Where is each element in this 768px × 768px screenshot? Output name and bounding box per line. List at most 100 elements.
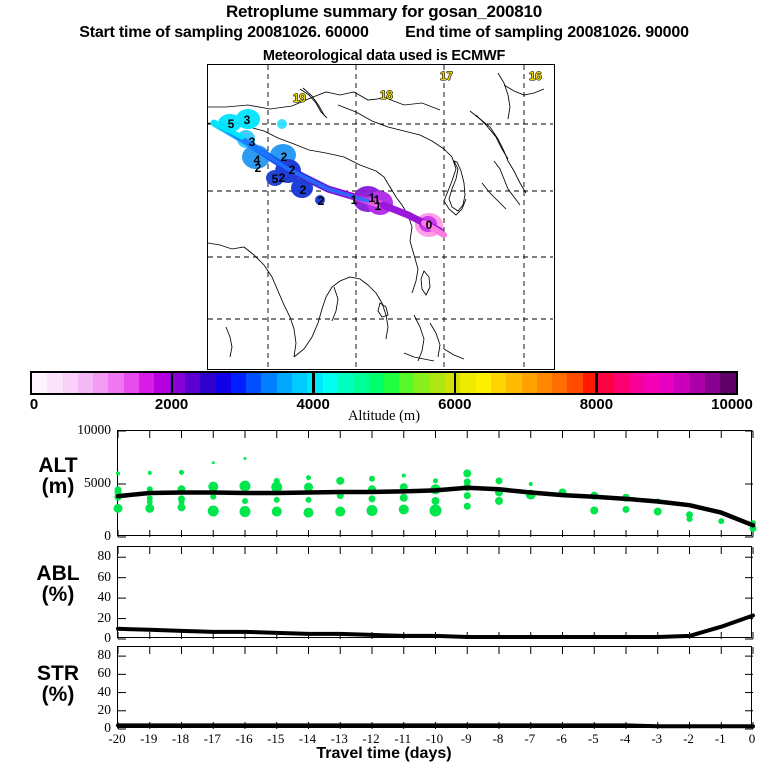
str-plot-area: [116, 647, 755, 730]
alt-chart[interactable]: [113, 430, 757, 538]
colorbar-swatch-32: [521, 373, 537, 393]
x-tick-label: -12: [362, 731, 380, 746]
colorbar-swatch-42: [674, 373, 690, 393]
colorbar-divider: [312, 371, 315, 395]
colorbar-tick-label: 8000: [579, 396, 614, 413]
meteorology-label: Meteorological data used is ECMWF: [262, 48, 506, 64]
map-cluster-label: 2: [299, 183, 307, 197]
start-time-label: Start time of sampling 20081026. 60000: [79, 24, 369, 41]
abl-y-tick-label: 40: [97, 589, 112, 605]
colorbar-swatch-34: [552, 373, 568, 393]
colorbar-swatch-15: [261, 373, 277, 393]
x-tick-label: -18: [171, 731, 190, 746]
alt-y-tick-label: 5000: [84, 475, 111, 490]
x-tick-label: -19: [140, 731, 158, 746]
colorbar-swatch-23: [383, 373, 400, 393]
abl-y-tick-label: 20: [97, 609, 112, 625]
x-tick-label: -14: [298, 731, 317, 746]
colorbar-swatch-29: [475, 373, 491, 393]
colorbar-swatch-10: [184, 373, 201, 393]
colorbar-swatch-33: [536, 373, 553, 393]
map-cluster-label: 1: [350, 193, 358, 207]
str-row-label: STR (%): [37, 662, 79, 707]
map-cluster-label: 2: [278, 171, 286, 185]
plume-track: [210, 119, 447, 238]
colorbar-tick-label: 6000: [438, 396, 472, 413]
map-cluster-label: 3: [248, 135, 256, 149]
end-time-label: End time of sampling 20081026. 90000: [405, 24, 689, 41]
abl-y-tick-label: 60: [97, 568, 112, 584]
colorbar-swatch-24: [399, 373, 415, 393]
colorbar-swatch-19: [322, 373, 338, 393]
colorbar-swatch-45: [720, 373, 736, 393]
map-day-label: 16: [529, 71, 542, 83]
colorbar-label: Altitude (m): [347, 408, 421, 424]
x-tick-label: 0: [748, 731, 756, 746]
colorbar-swatch-18: [307, 373, 323, 393]
x-tick-label: -17: [203, 731, 221, 746]
colorbar-swatch-39: [628, 373, 644, 393]
colorbar-swatch-6: [123, 373, 140, 393]
map-day-label: 17: [440, 71, 453, 83]
map-cluster-label: 3: [243, 113, 251, 127]
colorbar-tick-label: 2000: [154, 396, 189, 413]
colorbar-swatch-41: [659, 373, 675, 393]
x-tick-label: -8: [492, 731, 504, 746]
colorbar-divider: [595, 371, 598, 395]
colorbar-swatch-3: [77, 373, 94, 393]
map-cluster-label: 1: [373, 193, 381, 207]
colorbar-swatch-21: [353, 373, 369, 393]
map-cluster-label: 2: [280, 150, 288, 164]
colorbar-swatch-35: [567, 373, 583, 393]
colorbar-swatch-30: [490, 373, 507, 393]
x-tick-label: -11: [394, 731, 412, 746]
colorbar-divider: [453, 371, 457, 395]
map-day-label: 18: [380, 90, 393, 102]
str-y-tick-label: 80: [97, 647, 112, 663]
x-tick-label: -2: [683, 731, 694, 746]
page-title: Retroplume summary for gosan_200810: [225, 2, 543, 21]
colorbar-swatch-1: [47, 373, 63, 393]
colorbar-swatch-14: [246, 373, 262, 393]
x-tick-label: -15: [267, 731, 285, 746]
str-chart[interactable]: [116, 646, 755, 730]
colorbar-swatch-9: [169, 373, 185, 393]
colorbar-swatch-22: [368, 373, 384, 393]
colorbar-swatch-38: [613, 373, 629, 393]
colorbar-swatch-20: [337, 373, 354, 393]
colorbar-swatch-7: [139, 373, 155, 393]
x-axis-title: Travel time (days): [316, 745, 452, 762]
colorbar-swatch-27: [445, 373, 461, 393]
abl-y-tick-label: 80: [97, 548, 112, 564]
altitude-colorbar[interactable]: [30, 371, 738, 395]
map-cluster-label: 2: [254, 161, 262, 175]
str-y-tick-label: 0: [104, 720, 111, 735]
colorbar-swatch-0: [32, 373, 48, 393]
colorbar-swatch-26: [429, 373, 446, 393]
x-tick-label: -16: [235, 731, 253, 746]
colorbar-swatch-5: [108, 373, 124, 393]
colorbar-swatch-13: [230, 373, 247, 393]
retroplume-map[interactable]: 19 18 17 16 5 3 3 4 2 2 2 5 2 2 2 1 1 1 1 0: [207, 64, 555, 370]
map-cluster-label: 1: [368, 191, 376, 205]
sampling-time-line: Start time of sampling 20081026. 60000 E…: [0, 24, 768, 42]
colorbar-tick-label: 10000: [711, 396, 753, 413]
colorbar-divider: [170, 371, 174, 395]
alt-y-tick-label: 10000: [77, 422, 111, 437]
colorbar-swatch-17: [292, 373, 308, 393]
abl-chart[interactable]: [116, 546, 755, 640]
map-cluster-label: 5: [271, 172, 279, 186]
alt-row-label: ALT (m): [38, 454, 78, 499]
map-cluster-label: 5: [227, 117, 235, 131]
map-cluster-label: 2: [317, 194, 325, 208]
colorbar-tick-label: 4000: [296, 396, 330, 413]
colorbar-swatch-25: [414, 373, 430, 393]
x-tick-label: -10: [425, 731, 444, 746]
x-tick-label: -5: [587, 731, 599, 746]
map-cluster-label: 1: [374, 199, 382, 213]
colorbar-swatch-4: [93, 373, 109, 393]
x-tick-label: -1: [714, 731, 726, 746]
alt-plot-area: [113, 430, 757, 538]
map-cluster-label: 2: [288, 163, 296, 177]
colorbar-swatch-43: [689, 373, 706, 393]
